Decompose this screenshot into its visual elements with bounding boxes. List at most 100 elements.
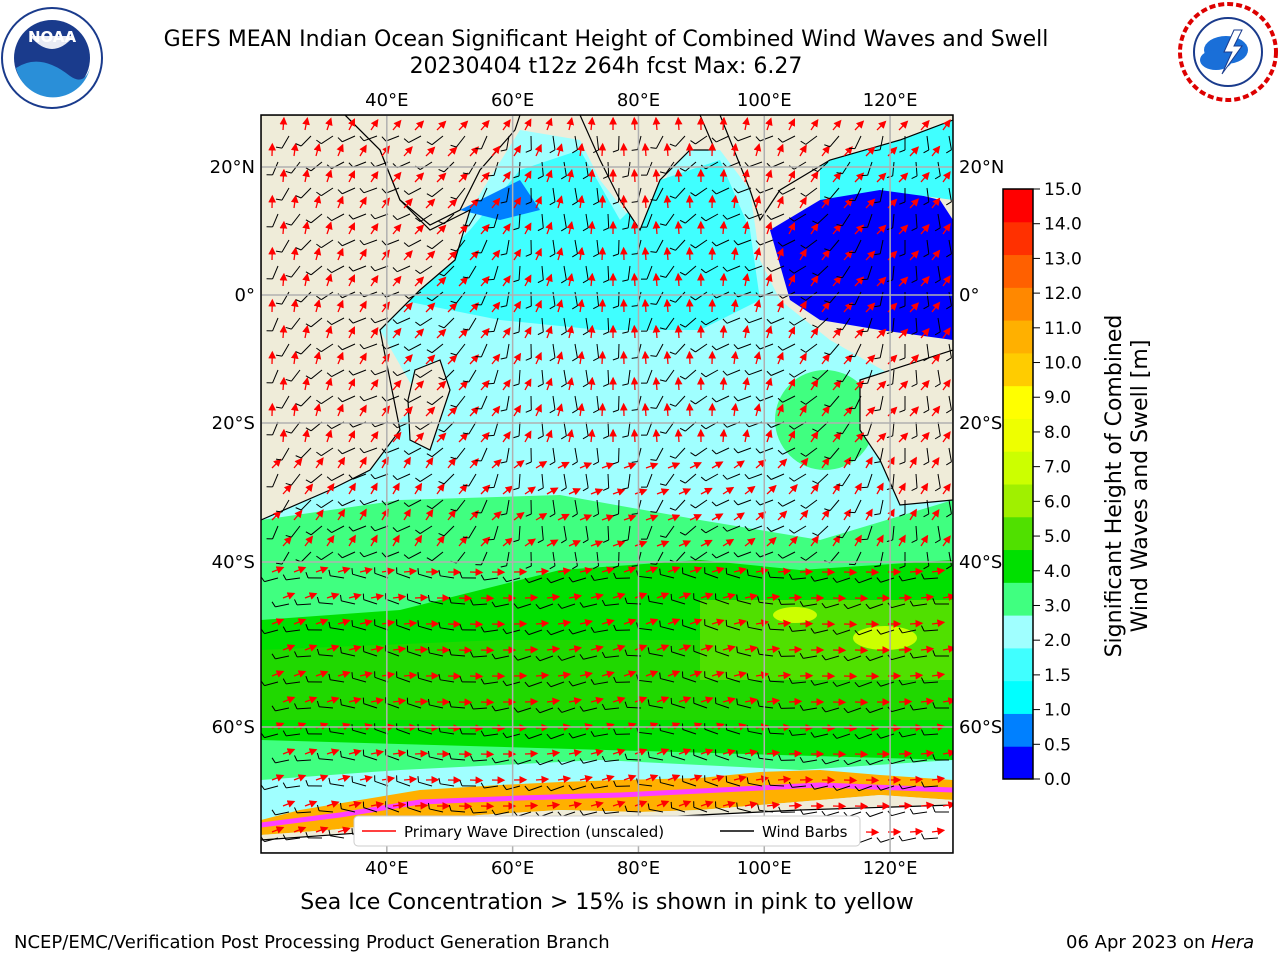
wind-barb — [363, 187, 378, 194]
lat-ticks-right: 20°N0°20°S40°S60°S — [959, 157, 1004, 738]
wave-arrow — [766, 536, 777, 547]
wave-arrow — [359, 196, 367, 209]
wind-barb-flag — [295, 351, 302, 355]
wind-barb-flag — [736, 698, 738, 705]
chart-title: GEFS MEAN Indian Ocean Significant Heigh… — [163, 27, 1049, 52]
wind-barb — [419, 265, 433, 274]
wind-barb — [867, 317, 873, 332]
wave-arrow — [480, 484, 491, 495]
wind-barb — [892, 213, 895, 228]
wave-arrow — [557, 513, 570, 521]
wave-arrow — [821, 249, 831, 261]
wave-arrow — [381, 353, 390, 365]
wave-arrow — [279, 376, 288, 391]
wave-arrow — [555, 247, 564, 261]
wind-barb — [596, 343, 600, 358]
wind-barb-flag — [711, 501, 717, 507]
wave-arrow — [832, 482, 841, 495]
wave-arrow — [876, 120, 887, 131]
wind-barb — [455, 187, 466, 200]
wave-arrow — [722, 592, 736, 601]
wind-barb-flag — [500, 305, 507, 308]
sea-ice-caption: Sea Ice Concentration > 15% is shown in … — [300, 890, 914, 915]
wind-barb — [385, 239, 400, 246]
wave-arrow — [667, 566, 681, 574]
wave-arrow — [568, 593, 583, 601]
wind-barb — [770, 265, 785, 272]
wave-arrow — [392, 534, 400, 547]
wind-barb-flag — [788, 425, 795, 430]
wind-barb-flag — [824, 248, 831, 252]
wave-arrow — [568, 645, 583, 653]
wave-arrow — [876, 534, 884, 547]
wind-barb — [480, 239, 488, 254]
wind-barb — [397, 265, 411, 273]
wave-arrow — [359, 566, 373, 575]
wind-barb-flag — [690, 296, 696, 301]
wind-barb — [915, 161, 918, 176]
wind-barb — [737, 135, 752, 142]
wave-arrow — [545, 429, 553, 443]
wave-arrow — [623, 774, 637, 782]
wave-arrow — [370, 801, 385, 809]
wave-arrow — [546, 539, 559, 547]
wave-arrow — [436, 172, 447, 183]
wave-arrow — [920, 327, 930, 339]
wave-arrow — [347, 430, 355, 443]
wind-barb — [281, 239, 290, 253]
colorbar-segment — [1003, 254, 1033, 288]
wind-barb — [829, 343, 840, 356]
colorbar-segment — [1003, 582, 1033, 616]
wave-arrow — [832, 119, 842, 131]
wind-barb — [574, 343, 578, 358]
wind-barb-flag — [766, 214, 772, 220]
wind-barb-flag — [800, 504, 807, 509]
wave-arrow — [719, 428, 728, 443]
wave-arrow — [678, 592, 692, 600]
wind-barb-flag — [733, 188, 739, 194]
wave-arrow — [577, 246, 585, 261]
wind-barb-flag — [755, 500, 761, 506]
wind-barb — [829, 187, 840, 200]
wind-barb-flag — [659, 223, 666, 226]
wind-barb — [607, 161, 610, 177]
wave-arrow — [381, 249, 390, 261]
wind-barb-flag — [934, 383, 941, 388]
wind-barb-flag — [812, 168, 818, 173]
wind-barb — [455, 395, 466, 408]
wind-barb — [937, 421, 941, 436]
wave-arrow — [788, 749, 803, 758]
wave-arrow — [601, 774, 615, 783]
wave-arrow — [742, 324, 750, 339]
wind-barb — [782, 343, 796, 351]
wind-barb — [431, 239, 444, 250]
wind-barb — [320, 239, 334, 249]
wind-barb-flag — [874, 305, 881, 308]
wind-barb — [854, 343, 862, 357]
wind-barb — [665, 265, 675, 278]
wind-barb — [342, 499, 356, 507]
wave-arrow — [920, 534, 929, 547]
wind-barb — [331, 369, 345, 378]
wind-barb-flag — [824, 144, 831, 148]
wave-arrow — [711, 618, 725, 627]
wave-arrow — [652, 376, 661, 391]
wave-arrow — [436, 432, 447, 443]
wave-arrow — [480, 223, 490, 235]
wind-barb — [737, 499, 752, 506]
wave-arrow — [436, 276, 447, 287]
wave-arrow — [832, 223, 842, 235]
wind-barb — [342, 135, 356, 143]
colorbar-tick-label: 14.0 — [1044, 215, 1082, 235]
wave-arrow — [370, 593, 385, 601]
wind-barb-flag — [450, 248, 457, 252]
wind-barb — [879, 395, 884, 410]
wave-arrow — [271, 618, 285, 626]
wind-barb — [879, 343, 884, 358]
wind-barb — [607, 265, 610, 281]
colorbar-tick-label: 11.0 — [1044, 319, 1082, 339]
wind-barb — [506, 447, 510, 462]
legend-wave-label: Primary Wave Direction (unscaled) — [404, 823, 664, 841]
wind-barb-flag — [744, 161, 750, 168]
wind-barb — [419, 473, 433, 482]
